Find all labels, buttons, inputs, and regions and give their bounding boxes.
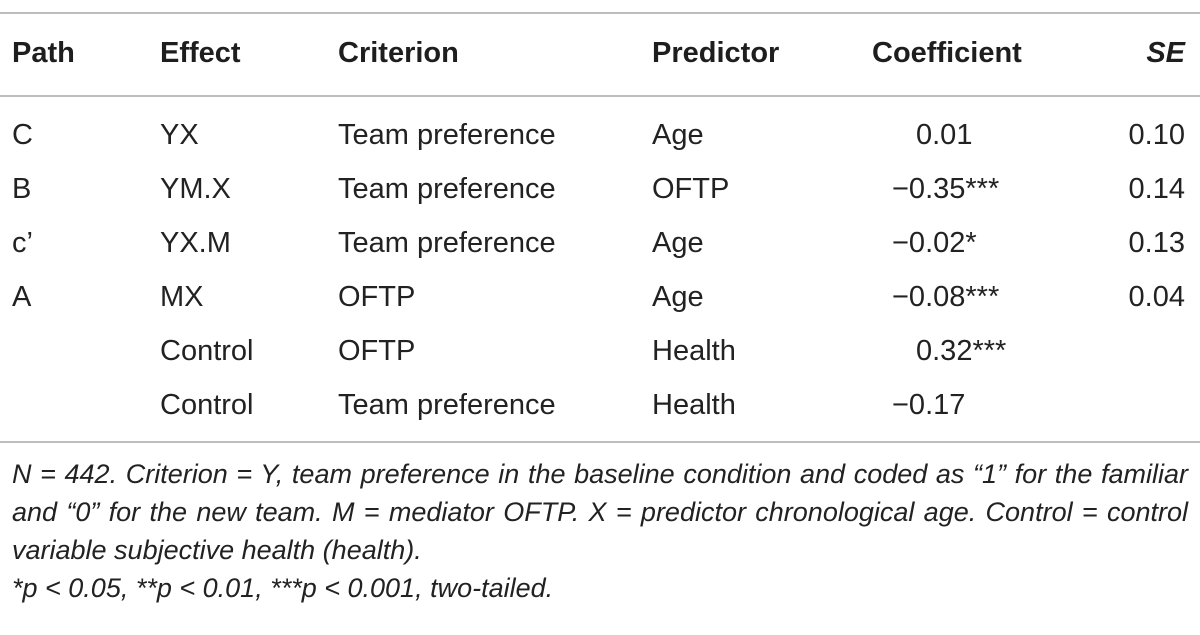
table-row: C YX Team preference Age 0.01 0.10 — [0, 108, 1200, 162]
header-coefficient: Coefficient — [872, 37, 1022, 69]
cell-coefficient: −0.02* — [892, 227, 977, 259]
footnote-significance: *p < 0.05, **p < 0.01, ***p < 0.001, two… — [12, 573, 554, 603]
table-row: c’ YX.M Team preference Age −0.02* 0.13 — [0, 216, 1200, 270]
table-row: B YM.X Team preference OFTP −0.35*** 0.1… — [0, 162, 1200, 216]
cell-criterion: Team preference — [338, 389, 556, 421]
cell-criterion: OFTP — [338, 281, 416, 313]
cell-predictor: Age — [652, 119, 704, 151]
table-bottom-rule — [0, 441, 1200, 443]
cell-path: c’ — [12, 227, 33, 259]
table-header-row: Path Effect Criterion Predictor Coeffici… — [0, 26, 1200, 80]
cell-effect: MX — [160, 281, 204, 313]
cell-coefficient: −0.35*** — [892, 173, 1000, 205]
cell-criterion: Team preference — [338, 119, 556, 151]
cell-se: 0.14 — [1128, 173, 1185, 205]
cell-effect: YX.M — [160, 227, 231, 259]
table-header-rule — [0, 95, 1200, 97]
header-criterion: Criterion — [338, 37, 459, 69]
cell-path: C — [12, 119, 33, 151]
cell-se: 0.10 — [1128, 119, 1185, 151]
cell-effect: YM.X — [160, 173, 231, 205]
cell-predictor: Health — [652, 389, 736, 421]
header-effect: Effect — [160, 37, 241, 69]
cell-effect: YX — [160, 119, 199, 151]
table-footnote: N = 442. Criterion = Y, team preference … — [12, 455, 1188, 607]
cell-effect: Control — [160, 335, 254, 367]
cell-path: A — [12, 281, 32, 313]
cell-criterion: OFTP — [338, 335, 416, 367]
table-top-rule — [0, 12, 1200, 14]
cell-coefficient: −0.17 — [892, 389, 966, 421]
table-row: Control Team preference Health −0.17 — [0, 378, 1200, 432]
cell-se: 0.04 — [1128, 281, 1185, 313]
cell-predictor: OFTP — [652, 173, 730, 205]
header-path: Path — [12, 37, 75, 69]
table-row: A MX OFTP Age −0.08*** 0.04 — [0, 270, 1200, 324]
cell-se: 0.13 — [1128, 227, 1185, 259]
cell-coefficient: 0.32*** — [916, 335, 1007, 367]
header-predictor: Predictor — [652, 37, 780, 69]
cell-predictor: Age — [652, 227, 704, 259]
cell-predictor: Health — [652, 335, 736, 367]
cell-predictor: Age — [652, 281, 704, 313]
header-se: SE — [1146, 37, 1185, 69]
cell-coefficient: −0.08*** — [892, 281, 1000, 313]
footnote-definitions: N = 442. Criterion = Y, team preference … — [12, 459, 1188, 565]
table-row: Control OFTP Health 0.32*** — [0, 324, 1200, 378]
cell-criterion: Team preference — [338, 173, 556, 205]
cell-effect: Control — [160, 389, 254, 421]
cell-criterion: Team preference — [338, 227, 556, 259]
cell-coefficient: 0.01 — [916, 119, 973, 151]
cell-path: B — [12, 173, 32, 205]
